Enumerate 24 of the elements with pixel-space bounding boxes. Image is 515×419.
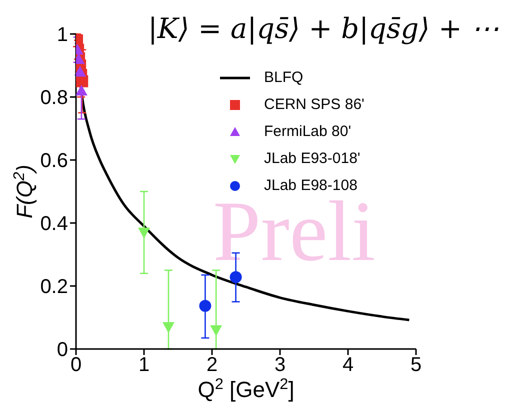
legend-label: JLab E98-108: [264, 177, 358, 194]
y-tick-label: 0.8: [40, 87, 68, 110]
point: [138, 228, 150, 238]
point: [230, 271, 242, 284]
chart-title: |K⟩ = a|qs̄⟩ + b|qs̄g⟩ + ⋯: [144, 12, 503, 45]
point: [162, 322, 174, 333]
x-tick-label: 5: [410, 354, 422, 376]
point: [76, 66, 86, 77]
legend-label: JLab E93-018': [264, 150, 360, 167]
x-axis-title: Q$^{2}$ [GeV$^{2}$]: [198, 376, 294, 402]
legend-label: CERN SPS 86': [264, 96, 364, 113]
legend-label: FermiLab 80': [264, 123, 352, 140]
point: [210, 325, 222, 336]
y-tick-label: 0: [56, 339, 68, 362]
x-tick-label: 3: [274, 354, 286, 376]
y-tick-label: 0.2: [40, 276, 68, 298]
point: [199, 300, 212, 312]
legend-label: BLFQ: [264, 69, 304, 86]
y-tick-label: 0.4: [40, 213, 68, 236]
x-tick-label: 2: [206, 354, 218, 376]
x-tick-label: 1: [138, 354, 150, 376]
x-tick-label: 4: [342, 354, 354, 376]
y-tick-label: 1: [56, 24, 68, 46]
y-tick-label: 0.6: [40, 150, 68, 172]
